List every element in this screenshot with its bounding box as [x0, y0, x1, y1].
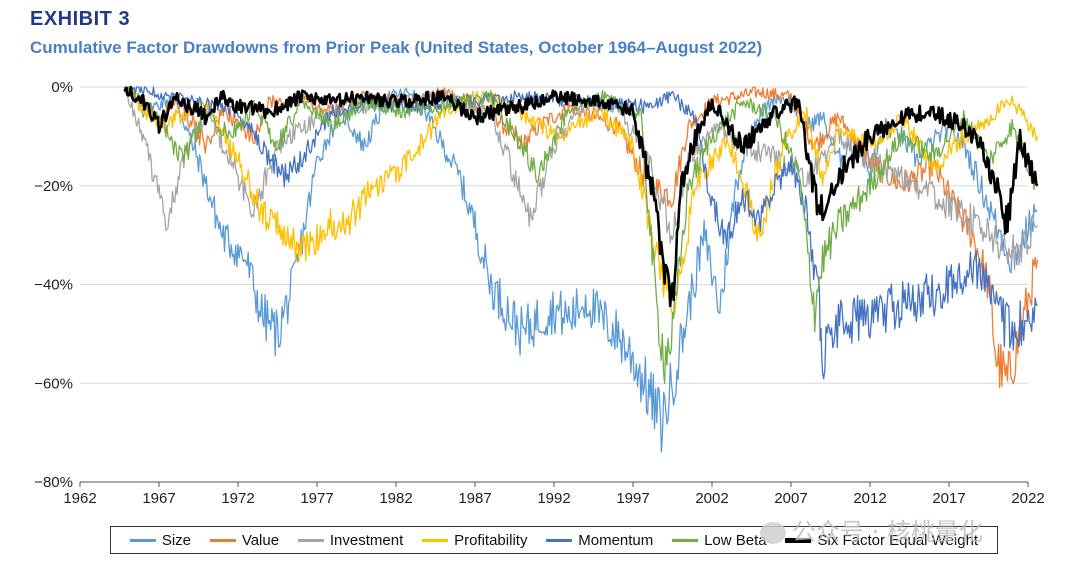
legend-swatch — [422, 538, 449, 542]
watermark-text: 公众号 · 核桃量化 — [792, 518, 983, 546]
legend-item: Size — [129, 531, 191, 549]
x-tick-label: 1977 — [300, 490, 333, 507]
exhibit-label: EXHIBIT 3 — [30, 8, 131, 30]
legend-item: Value — [209, 531, 280, 549]
legend-label: Low Beta — [704, 531, 767, 549]
legend-swatch — [546, 538, 573, 542]
legend-swatch — [785, 537, 812, 543]
legend-label: Momentum — [578, 531, 654, 549]
legend-swatch — [297, 538, 324, 542]
chart-legend: Size Value Investment Profitability Momentum… — [110, 526, 998, 554]
x-tick-label: 1972 — [221, 490, 254, 507]
y-axis: 0% −20% −40% −60% −80% — [34, 79, 73, 491]
x-tick-label: 2022 — [1011, 490, 1044, 507]
series-line-value — [123, 86, 1039, 389]
y-tick-label: −60% — [34, 375, 73, 392]
y-tick-label: 0% — [51, 79, 73, 96]
x-tick-label: 2012 — [853, 490, 886, 507]
x-tick-label: 1992 — [537, 490, 570, 507]
legend-label: Six Factor Equal Weight — [817, 531, 979, 549]
x-tick-label: 2002 — [695, 490, 728, 507]
x-tick-label: 1982 — [379, 490, 412, 507]
legend-label: Investment — [329, 531, 404, 549]
series-line-momentum — [124, 86, 1038, 380]
legend-item: Low Beta — [672, 532, 767, 549]
legend-item: Six Factor Equal Weight — [785, 532, 978, 549]
y-tick-label: −40% — [34, 277, 73, 294]
y-tick-label: −20% — [34, 178, 73, 195]
legend-swatch — [129, 538, 156, 542]
x-tick-label: 1967 — [142, 490, 175, 507]
legend-label: Size — [161, 531, 191, 549]
legend-label: Profitability — [454, 531, 528, 549]
legend-label: Value — [241, 531, 280, 549]
x-tick-label: 1997 — [616, 490, 649, 507]
wechat-icon — [760, 522, 786, 544]
legend-item: Investment — [297, 531, 404, 549]
legend-swatch — [209, 538, 236, 542]
x-tick-label: 1962 — [63, 490, 96, 507]
legend-item: Profitability — [422, 532, 527, 549]
y-tick-label: −80% — [34, 474, 73, 491]
x-tick-label: 2017 — [932, 490, 965, 507]
series-lines — [123, 85, 1039, 453]
watermark: 公众号 · 核桃量化 — [760, 512, 983, 547]
x-tick-label: 1987 — [458, 490, 491, 507]
legend-swatch — [672, 538, 699, 542]
x-tick-label: 2007 — [774, 490, 807, 507]
chart-title: Cumulative Factor Drawdowns from Prior P… — [30, 38, 763, 57]
x-axis: 1962 1967 1972 1977 1982 1987 1992 1997 2002 2007… — [63, 482, 1045, 507]
legend-item: Momentum — [546, 532, 653, 549]
series-line-low-beta — [123, 86, 1039, 385]
series-line-six-factor-equal-weight — [123, 85, 1039, 308]
